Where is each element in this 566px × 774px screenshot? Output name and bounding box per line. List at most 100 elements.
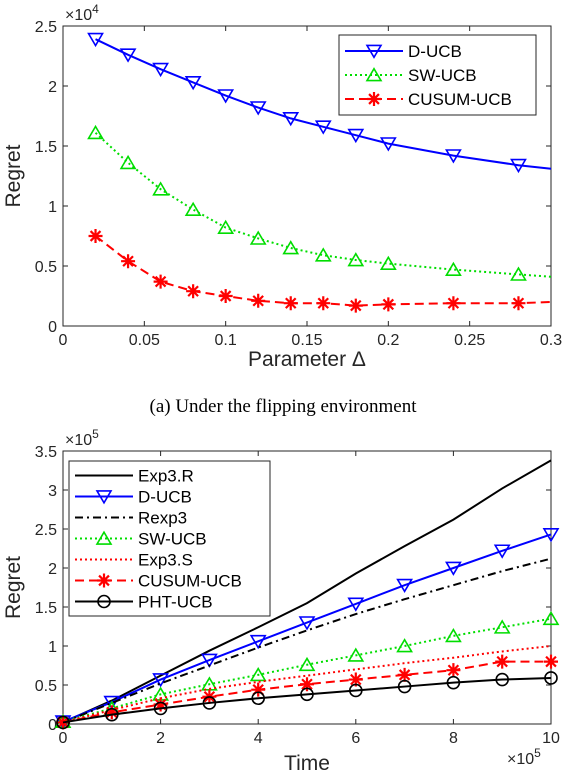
legend-label-exp3-r: Exp3.R xyxy=(138,467,194,486)
series-exp3-r xyxy=(62,459,552,724)
data-point-sw-ucb xyxy=(314,247,332,262)
legend-marker-sw-ucb xyxy=(365,67,383,82)
y-multiplier-exponent: 4 xyxy=(92,2,99,16)
data-point-cusum-ucb xyxy=(381,297,396,312)
data-point-d-ucb xyxy=(249,101,267,116)
data-point-d-ucb xyxy=(152,673,169,688)
data-point-cusum-ucb xyxy=(300,677,314,692)
y-axis-label: Regret xyxy=(2,556,25,619)
x-tick-label: 2 xyxy=(156,730,165,747)
chart-regret-vs-time: 0 2 4 6 8 1000.511.522.533.5×105×105TimeRegre… xyxy=(2,427,560,774)
data-point-d-ucb xyxy=(184,76,202,91)
x-tick-label: 0.2 xyxy=(377,332,399,349)
data-point-cusum-ucb xyxy=(397,667,412,682)
data-point-cusum-ucb xyxy=(348,298,363,313)
legend-marker-cusum-ucb xyxy=(367,92,381,106)
data-point-d-ucb xyxy=(217,89,235,104)
x-tick-label: 10 xyxy=(542,730,560,747)
data-point-pht-ucb xyxy=(397,679,412,694)
data-point-sw-ucb xyxy=(184,201,202,216)
data-point-d-ucb xyxy=(510,158,527,174)
series-line-d-ucb xyxy=(62,533,552,723)
data-point-cusum-ucb xyxy=(88,229,103,243)
data-point-sw-ucb xyxy=(396,638,413,653)
data-point-d-ucb xyxy=(314,120,332,135)
y-tick-label: 1.5 xyxy=(35,600,57,617)
data-point-pht-ucb xyxy=(300,687,314,702)
data-point-cusum-ucb xyxy=(153,697,168,712)
x-tick-label: 0.3 xyxy=(540,332,562,349)
data-point-cusum-ucb xyxy=(544,654,558,669)
legend-marker-sw-ucb xyxy=(95,530,113,545)
data-point-cusum-ucb xyxy=(218,289,233,303)
y-tick-label: 2 xyxy=(48,79,57,96)
data-point-cusum-ucb xyxy=(495,654,510,669)
series-sw-ucb xyxy=(87,124,552,281)
y-multiplier: ×104 xyxy=(65,2,99,24)
data-point-d-ucb xyxy=(445,561,462,576)
data-point-cusum-ucb xyxy=(186,284,201,299)
data-point-d-ucb xyxy=(201,653,218,668)
data-point-d-ucb xyxy=(347,597,365,612)
data-point-sw-ucb xyxy=(510,266,527,281)
y-multiplier-base: ×10 xyxy=(65,432,92,449)
data-point-pht-ucb xyxy=(446,675,461,690)
legend-label-cusum-ucb: CUSUM-UCB xyxy=(138,572,242,591)
data-point-pht-ucb xyxy=(251,691,266,706)
legend-label-cusum-ucb: CUSUM-UCB xyxy=(408,90,512,109)
data-point-sw-ucb xyxy=(217,219,235,234)
data-point-sw-ucb xyxy=(542,610,560,626)
data-point-pht-ucb xyxy=(202,696,217,710)
x-multiplier-exponent: 5 xyxy=(534,746,541,760)
data-point-cusum-ucb xyxy=(348,672,363,687)
y-tick-label: 0.5 xyxy=(35,678,57,695)
y-tick-label: 2.5 xyxy=(35,19,57,36)
series-line-sw-ucb xyxy=(62,617,552,723)
data-point-cusum-ucb xyxy=(251,293,266,308)
data-point-d-ucb xyxy=(379,137,397,152)
x-tick-label: 6 xyxy=(351,730,360,747)
data-point-cusum-ucb xyxy=(283,296,298,311)
legend-label-d-ucb: D-UCB xyxy=(408,42,462,61)
data-point-cusum-ucb xyxy=(153,274,168,289)
x-tick-label: 0 xyxy=(59,730,68,747)
y-tick-label: 3 xyxy=(48,483,57,500)
data-point-sw-ucb xyxy=(282,240,300,255)
data-point-sw-ucb xyxy=(249,666,267,682)
data-point-sw-ucb xyxy=(493,619,511,634)
legend-label-sw-ucb: SW-UCB xyxy=(138,530,207,549)
x-tick-label: 0.05 xyxy=(129,332,160,349)
y-axis-label: Regret xyxy=(2,144,25,207)
data-point-sw-ucb xyxy=(152,181,169,196)
data-point-cusum-ucb xyxy=(511,296,526,311)
data-point-cusum-ucb xyxy=(104,705,119,720)
x-axis-label: Time xyxy=(284,752,330,774)
axes-frame xyxy=(62,450,552,725)
data-point-sw-ucb xyxy=(347,647,365,662)
legend-marker-d-ucb xyxy=(95,490,113,505)
legend: Exp3.R D-UCB Rexp3 SW-UCB Exp3.S CUSUM-UCB PHT… xyxy=(68,460,271,617)
legend-marker-pht-ucb xyxy=(97,594,111,609)
data-point-d-ucb xyxy=(298,616,316,631)
legend-label-pht-ucb: PHT-UCB xyxy=(138,593,213,612)
y-tick-label: 1.5 xyxy=(35,139,57,156)
data-point-d-ucb xyxy=(542,528,560,543)
x-multiplier: ×105 xyxy=(507,746,541,768)
x-tick-label: 8 xyxy=(449,730,458,747)
legend-marker-d-ucb xyxy=(365,44,383,59)
data-point-sw-ucb xyxy=(347,252,365,267)
x-tick-label: 0.1 xyxy=(215,332,237,349)
data-point-d-ucb xyxy=(119,48,137,63)
x-multiplier-base: ×10 xyxy=(507,751,534,768)
data-point-cusum-ucb xyxy=(251,682,266,697)
data-point-pht-ucb xyxy=(56,715,70,730)
data-point-cusum-ucb xyxy=(446,663,461,678)
series-cusum-ucb xyxy=(88,229,552,313)
legend: D-UCB SW-UCB CUSUM-UCB xyxy=(338,34,537,116)
data-point-d-ucb xyxy=(396,578,413,594)
series-line-pht-ucb xyxy=(62,676,552,724)
data-point-d-ucb xyxy=(87,32,104,48)
y-tick-label: 3.5 xyxy=(35,444,57,461)
legend-marker-cusum-ucb xyxy=(97,573,111,588)
